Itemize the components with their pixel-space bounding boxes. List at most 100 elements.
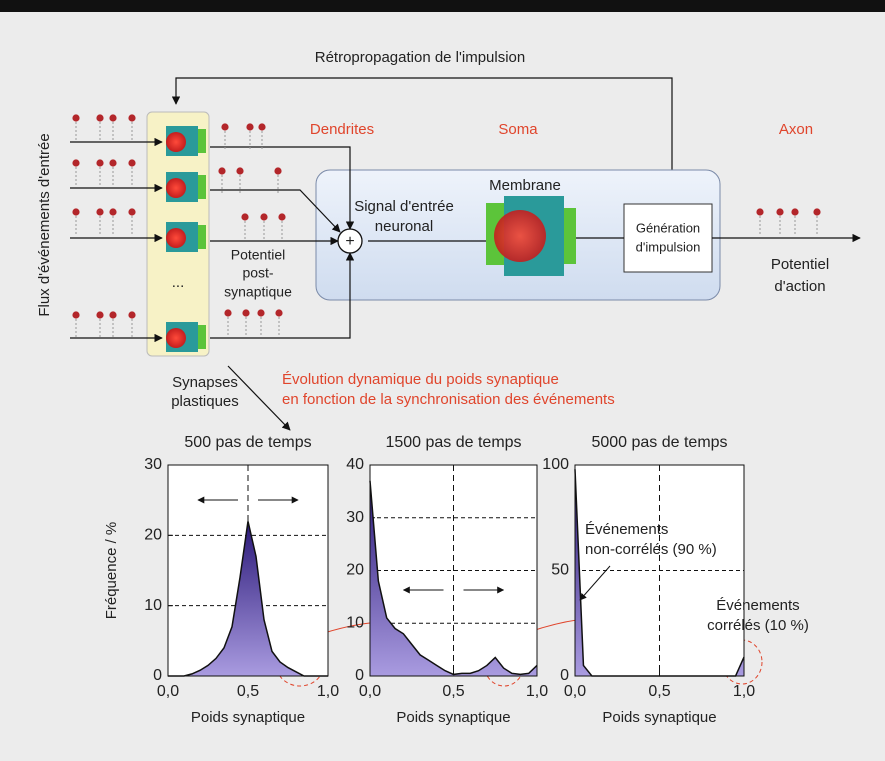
y-tick-label: 30 <box>144 456 162 473</box>
chart-title: 1500 pas de temps <box>385 434 521 451</box>
x-axis-label: Poids synaptique <box>602 709 716 726</box>
event-dot <box>241 213 249 221</box>
area <box>370 480 537 676</box>
chart-title: 5000 pas de temps <box>591 434 727 451</box>
chart-title: 500 pas de temps <box>184 434 311 451</box>
synapse-side <box>198 129 206 153</box>
y-tick-label: 0 <box>153 667 162 684</box>
backprop-line <box>171 77 673 204</box>
dynamics-label: en fonction de la synchronisation des év… <box>282 391 615 408</box>
x-tick-label: 0,0 <box>157 683 179 700</box>
event-dot <box>72 208 80 216</box>
generation-label: d'impulsion <box>636 239 701 254</box>
annotation: Événements <box>716 597 799 614</box>
y-tick-label: 0 <box>355 667 364 684</box>
event-dot <box>72 311 80 319</box>
x-tick-label: 0,0 <box>564 683 586 700</box>
event-dot <box>109 208 117 216</box>
event-dot <box>128 159 136 167</box>
dynamics-label: Évolution dynamique du poids synaptique <box>282 371 559 388</box>
input-signal-label: neuronal <box>375 218 433 235</box>
event-dot <box>275 309 283 317</box>
action-potential-label: d'action <box>774 278 825 295</box>
dendrite-line <box>210 252 355 339</box>
event-dot <box>72 114 80 122</box>
soma-label: Soma <box>498 121 538 138</box>
synapse-side <box>198 225 206 249</box>
event-dot <box>274 167 282 175</box>
event-dot <box>109 311 117 319</box>
synapse-blob <box>166 132 186 152</box>
event-dot <box>776 208 784 216</box>
ellipsis: ... <box>172 274 185 291</box>
y-tick-label: 10 <box>346 614 364 631</box>
event-dot <box>128 311 136 319</box>
synapse-blob <box>166 228 186 248</box>
dendrite-line <box>210 189 341 233</box>
membrane-label: Membrane <box>489 177 561 194</box>
y-tick-label: 100 <box>542 456 569 473</box>
psp-label: post- <box>242 265 273 281</box>
y-tick-label: 20 <box>346 562 364 579</box>
event-dot <box>242 309 250 317</box>
psp-label: Potentiel <box>231 247 285 263</box>
event-dot <box>278 213 286 221</box>
y-tick-label: 30 <box>346 509 364 526</box>
event-dot <box>791 208 799 216</box>
event-dot <box>96 311 104 319</box>
event-dot <box>96 159 104 167</box>
event-dot <box>224 309 232 317</box>
backprop-label: Rétropropagation de l'impulsion <box>315 49 526 66</box>
x-tick-label: 0,5 <box>648 683 670 700</box>
y-tick-label: 40 <box>346 456 364 473</box>
y-axis-label: Fréquence / % <box>103 522 120 620</box>
top-bar <box>0 0 885 12</box>
psp-label: synaptique <box>224 284 292 300</box>
event-dot <box>109 159 117 167</box>
dendrites-label: Dendrites <box>310 121 374 138</box>
generation-box <box>623 203 713 273</box>
area-outline <box>369 480 538 676</box>
input-flow-label: Flux d'événements d'entrée <box>36 133 53 316</box>
action-potential-label: Potentiel <box>771 256 829 273</box>
membrane-icon <box>486 196 576 276</box>
annotation-arrow <box>579 565 611 601</box>
event-dot <box>96 208 104 216</box>
y-tick-label: 0 <box>560 667 569 684</box>
event-dot <box>257 309 265 317</box>
area <box>168 521 328 676</box>
x-axis-label: Poids synaptique <box>191 709 305 726</box>
synapse-side <box>198 325 206 349</box>
x-tick-label: 1,0 <box>317 683 339 700</box>
event-dot <box>109 114 117 122</box>
x-tick-label: 1,0 <box>733 683 755 700</box>
annotation: Événements <box>585 521 668 538</box>
event-dot <box>221 123 229 131</box>
plot-frame <box>369 464 538 677</box>
annotation: corrélés (10 %) <box>707 617 809 634</box>
synapses-label: plastiques <box>171 393 239 410</box>
y-tick-label: 10 <box>144 597 162 614</box>
plot-frame <box>574 464 745 677</box>
generation-label: Génération <box>636 220 700 235</box>
event-dot <box>72 159 80 167</box>
synapses-label: Synapses <box>172 374 238 391</box>
event-dot <box>218 167 226 175</box>
input-signal-label: Signal d'entrée <box>354 198 454 215</box>
synapse-blob <box>166 328 186 348</box>
synapse-blob <box>166 178 186 198</box>
event-dot <box>128 114 136 122</box>
y-tick-label: 50 <box>551 562 569 579</box>
event-dot <box>756 208 764 216</box>
y-tick-label: 20 <box>144 527 162 544</box>
synapse-side <box>198 175 206 199</box>
sum-symbol: + <box>345 233 354 250</box>
plot-frame <box>167 464 329 677</box>
x-tick-label: 0,5 <box>442 683 464 700</box>
x-tick-label: 1,0 <box>526 683 548 700</box>
synapses <box>70 126 206 352</box>
annotation: non-corrélés (90 %) <box>585 541 717 558</box>
event-dot <box>246 123 254 131</box>
event-dot <box>236 167 244 175</box>
